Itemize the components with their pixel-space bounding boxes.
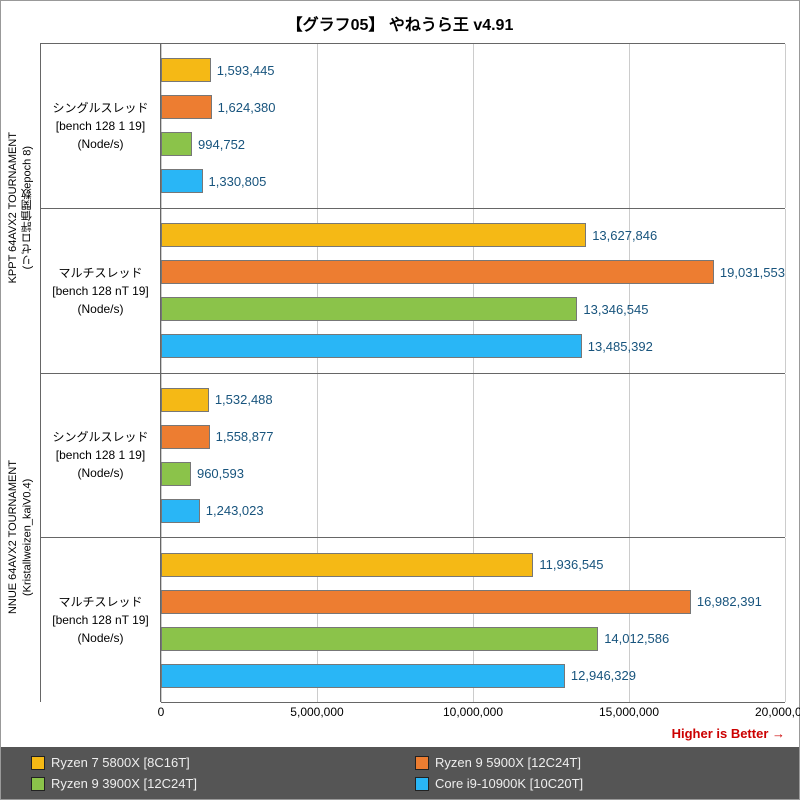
chart-container: 【グラフ05】 やねうら王 v4.91 KPPT 64AVX2 TOURNAME…	[0, 0, 800, 800]
bar-value-label: 1,624,380	[218, 100, 276, 115]
legend-swatch	[415, 756, 429, 770]
bar-value-label: 994,752	[198, 137, 245, 152]
subgroup-label: シングルスレッド[bench 128 1 19](Node/s)	[41, 374, 161, 538]
x-axis-area: 0 5,000,000 10,000,000 15,000,000 20,000,000	[1, 702, 799, 724]
bar-value-label: 1,532,488	[215, 392, 273, 407]
bar-value-label: 16,982,391	[697, 594, 762, 609]
bar	[161, 169, 203, 193]
bar	[161, 425, 210, 449]
bar	[161, 334, 582, 358]
bar-value-label: 13,346,545	[583, 302, 648, 317]
y-group-label: KPPT 64AVX2 TOURNAMENT(リゼロ評価関数epoch 8)	[6, 132, 35, 283]
y-group: KPPT 64AVX2 TOURNAMENT(リゼロ評価関数epoch 8)	[1, 43, 41, 373]
bar-value-label: 960,593	[197, 466, 244, 481]
bar-value-label: 19,031,553	[720, 265, 785, 280]
bar-row: 12,946,329	[161, 663, 785, 689]
y-axis-groups: KPPT 64AVX2 TOURNAMENT(リゼロ評価関数epoch 8) NN…	[1, 43, 41, 702]
subgroup-label: シングルスレッド[bench 128 1 19](Node/s)	[41, 44, 161, 208]
higher-is-better: Higher is Better →	[1, 724, 799, 747]
bar	[161, 590, 691, 614]
bar	[161, 388, 209, 412]
bar-value-label: 13,627,846	[592, 228, 657, 243]
bar	[161, 553, 533, 577]
panel: マルチスレッド[bench 128 nT 19](Node/s)11,936,5…	[41, 537, 785, 702]
bar	[161, 499, 200, 523]
bar-row: 14,012,586	[161, 626, 785, 652]
legend-swatch	[415, 777, 429, 791]
bars-region: 13,627,846 19,031,553 13,346,545 13,485,392	[161, 209, 785, 373]
bar-value-label: 1,330,805	[209, 174, 267, 189]
bar	[161, 462, 191, 486]
subgroup-label: マルチスレッド[bench 128 nT 19](Node/s)	[41, 538, 161, 702]
bar-value-label: 1,593,445	[217, 63, 275, 78]
legend-item: Ryzen 9 3900X [12C24T]	[31, 776, 385, 791]
legend-item: Ryzen 7 5800X [8C16T]	[31, 755, 385, 770]
bar-row: 960,593	[161, 461, 785, 487]
bar	[161, 95, 212, 119]
x-tick: 10,000,000	[443, 705, 503, 719]
legend-label: Ryzen 9 5900X [12C24T]	[435, 755, 581, 770]
legend: Ryzen 7 5800X [8C16T] Ryzen 9 5900X [12C2…	[1, 747, 799, 799]
bar-value-label: 11,936,545	[539, 557, 603, 572]
bar-row: 994,752	[161, 131, 785, 157]
panel: マルチスレッド[bench 128 nT 19](Node/s)13,627,8…	[41, 208, 785, 373]
bars-region: 1,532,488 1,558,877 960,593 1,243,023	[161, 374, 785, 538]
bar	[161, 627, 598, 651]
panel: シングルスレッド[bench 128 1 19](Node/s)1,593,44…	[41, 43, 785, 208]
bar-value-label: 1,558,877	[216, 429, 274, 444]
bar-value-label: 12,946,329	[571, 668, 636, 683]
bar-row: 13,346,545	[161, 296, 785, 322]
bar	[161, 260, 714, 284]
legend-item: Core i9-10900K [10C20T]	[415, 776, 769, 791]
panel: シングルスレッド[bench 128 1 19](Node/s)1,532,48…	[41, 373, 785, 538]
bar	[161, 132, 192, 156]
bar	[161, 297, 577, 321]
x-tick: 15,000,000	[599, 705, 659, 719]
bar-row: 1,243,023	[161, 498, 785, 524]
legend-item: Ryzen 9 5900X [12C24T]	[415, 755, 769, 770]
y-group-label: NNUE 64AVX2 TOURNAMENT(Kristallweizen_ka…	[6, 460, 35, 614]
bar	[161, 223, 586, 247]
bar	[161, 58, 211, 82]
y-group: NNUE 64AVX2 TOURNAMENT(Kristallweizen_ka…	[1, 373, 41, 703]
x-axis: 05,000,00010,000,00015,000,00020,000,000	[161, 702, 785, 724]
subgroup-label: マルチスレッド[bench 128 nT 19](Node/s)	[41, 209, 161, 373]
bar-row: 1,532,488	[161, 387, 785, 413]
bar-value-label: 14,012,586	[604, 631, 669, 646]
bar-row: 13,627,846	[161, 222, 785, 248]
bar-row: 11,936,545	[161, 552, 785, 578]
bar-value-label: 13,485,392	[588, 339, 653, 354]
legend-label: Ryzen 7 5800X [8C16T]	[51, 755, 190, 770]
legend-label: Ryzen 9 3900X [12C24T]	[51, 776, 197, 791]
legend-label: Core i9-10900K [10C20T]	[435, 776, 583, 791]
x-tick: 0	[158, 705, 165, 719]
x-tick: 5,000,000	[290, 705, 343, 719]
bar-row: 16,982,391	[161, 589, 785, 615]
legend-swatch	[31, 756, 45, 770]
bar-row: 1,624,380	[161, 94, 785, 120]
plot-area: KPPT 64AVX2 TOURNAMENT(リゼロ評価関数epoch 8) NN…	[1, 43, 799, 702]
bar-row: 13,485,392	[161, 333, 785, 359]
bar-row: 1,593,445	[161, 57, 785, 83]
panels: シングルスレッド[bench 128 1 19](Node/s)1,593,44…	[41, 43, 785, 702]
bar-row: 19,031,553	[161, 259, 785, 285]
bar	[161, 664, 565, 688]
x-tick: 20,000,000	[755, 705, 800, 719]
bars-region: 1,593,445 1,624,380 994,752 1,330,805	[161, 44, 785, 208]
chart-title: 【グラフ05】 やねうら王 v4.91	[1, 1, 799, 43]
legend-swatch	[31, 777, 45, 791]
bars-region: 11,936,545 16,982,391 14,012,586 12,946,329	[161, 538, 785, 702]
bar-row: 1,330,805	[161, 168, 785, 194]
bar-value-label: 1,243,023	[206, 503, 264, 518]
bar-row: 1,558,877	[161, 424, 785, 450]
